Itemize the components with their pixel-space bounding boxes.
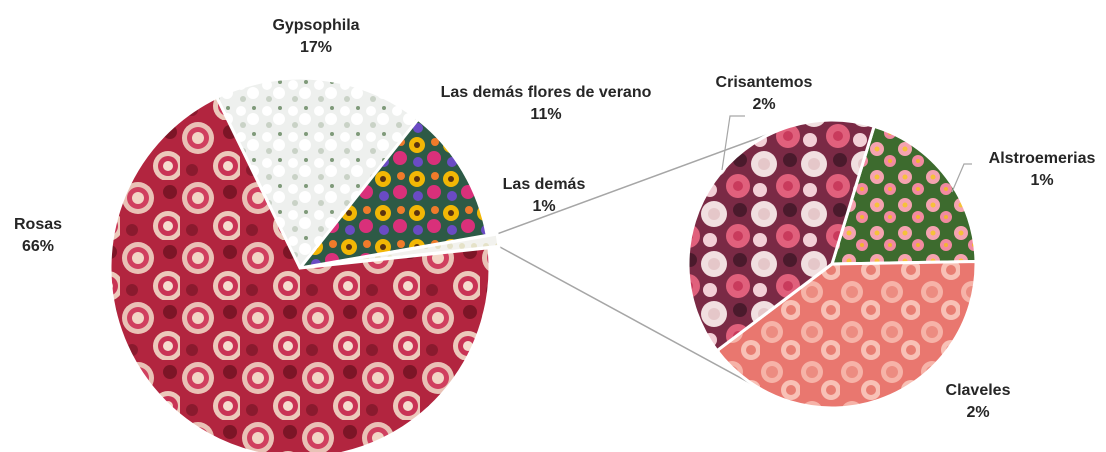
value-label-crisantemos: 2% (752, 96, 775, 113)
value-label-rosas: 66% (22, 238, 54, 255)
value-label-las-demas-flores-de-verano: 11% (530, 106, 561, 123)
leader-line-crisantemos (721, 115, 745, 171)
slice-alstroemerias (829, 124, 978, 266)
connector-line-top (496, 131, 774, 235)
label-gypsophila: Gypsophila (272, 17, 359, 34)
value-label-las-demas: 1% (532, 198, 555, 215)
label-alstroemerias: Alstroemerias (989, 150, 1096, 167)
value-label-alstroemerias: 1% (1030, 172, 1053, 189)
slice-crisantemos (686, 118, 876, 353)
slice-las-demas (309, 232, 501, 269)
leader-line-alstroemerias (951, 163, 972, 193)
value-label-claveles: 2% (966, 404, 989, 421)
slice-gypsophila (214, 76, 421, 271)
connector-line-bottom (498, 245, 757, 387)
label-las-demas: Las demás (503, 176, 586, 193)
slice-rosas (108, 95, 492, 452)
slice-claveles (714, 259, 978, 410)
label-crisantemos: Crisantemos (716, 74, 813, 91)
label-claveles: Claveles (946, 382, 1011, 399)
value-label-gypsophila: 17% (300, 39, 332, 56)
slice-las-demas-flores-de-verano (296, 117, 489, 271)
label-las-demas-flores-de-verano: Las demás flores de verano (441, 84, 652, 101)
label-rosas: Rosas (14, 216, 62, 233)
